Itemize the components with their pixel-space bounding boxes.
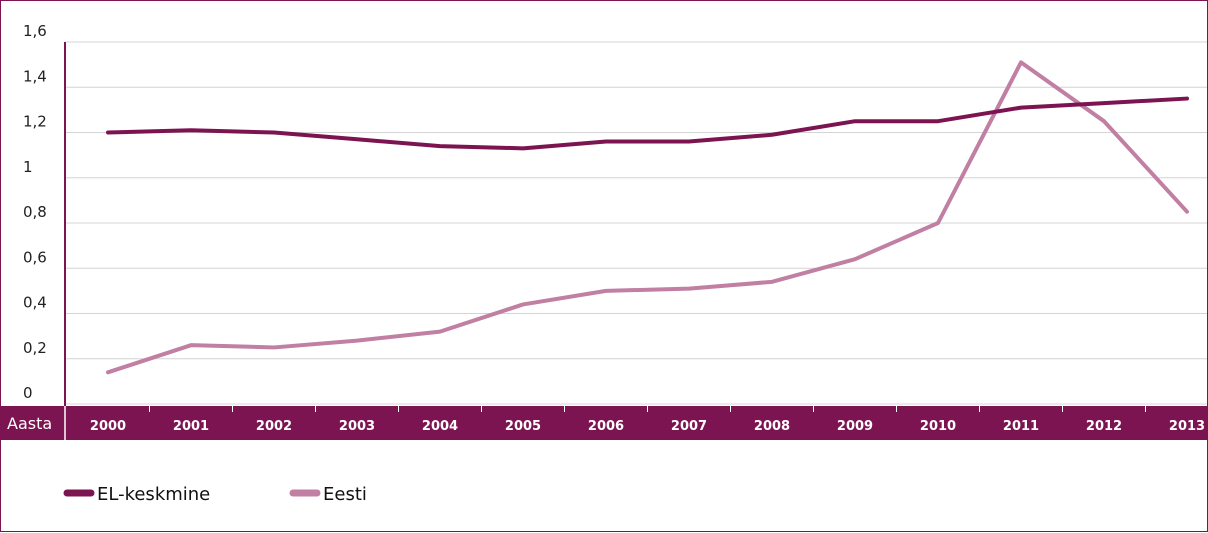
- y-tick-label: 1,4: [23, 67, 47, 85]
- x-axis-label: Aasta: [7, 414, 52, 433]
- y-tick-label: 1: [23, 158, 33, 176]
- y-tick-label: 0,2: [23, 339, 47, 357]
- y-tick-label: 0,6: [23, 248, 47, 266]
- x-tick-labels: 2000 2001 2002 2003 2004 2005 2006 2007 2008 2009…: [90, 419, 1205, 434]
- series-line-el-keskmine: [106, 96, 1189, 151]
- gridlines: [65, 41, 1207, 405]
- x-tick-label: 2010: [920, 419, 956, 434]
- x-tick-label: 2012: [1086, 419, 1122, 434]
- y-tick-label: 0,8: [23, 203, 47, 221]
- legend-label: Eesti: [323, 484, 367, 505]
- series-line-eesti: [106, 60, 1189, 375]
- y-tick-label: 1,6: [23, 22, 47, 40]
- x-tick-label: 2004: [422, 419, 458, 434]
- legend-label: EL-keskmine: [97, 484, 210, 505]
- x-tick-label: 2008: [754, 419, 790, 434]
- x-tick-label: 2000: [90, 419, 126, 434]
- x-axis-band: [1, 406, 1208, 440]
- x-tick-label: 2005: [505, 419, 541, 434]
- x-tick-label: 2011: [1003, 419, 1039, 434]
- x-tick-label: 2007: [671, 419, 707, 434]
- series-lines: [106, 60, 1189, 375]
- legend: EL-keskmine Eesti: [63, 484, 367, 505]
- y-tick-label: 1,2: [23, 113, 47, 131]
- x-tick-label: 2006: [588, 419, 624, 434]
- x-tick-label: 2013: [1169, 419, 1205, 434]
- x-tick-label: 2001: [173, 419, 209, 434]
- y-tick-label: 0,4: [23, 294, 47, 312]
- x-axis-separators: [64, 406, 1146, 440]
- x-tick-label: 2009: [837, 419, 873, 434]
- y-tick-labels: 0 0,2 0,4 0,6 0,8 1 1,2 1,4 1,6: [23, 22, 47, 402]
- x-tick-label: 2002: [256, 419, 292, 434]
- x-tick-label: 2003: [339, 419, 375, 434]
- y-tick-label: 0: [23, 384, 33, 402]
